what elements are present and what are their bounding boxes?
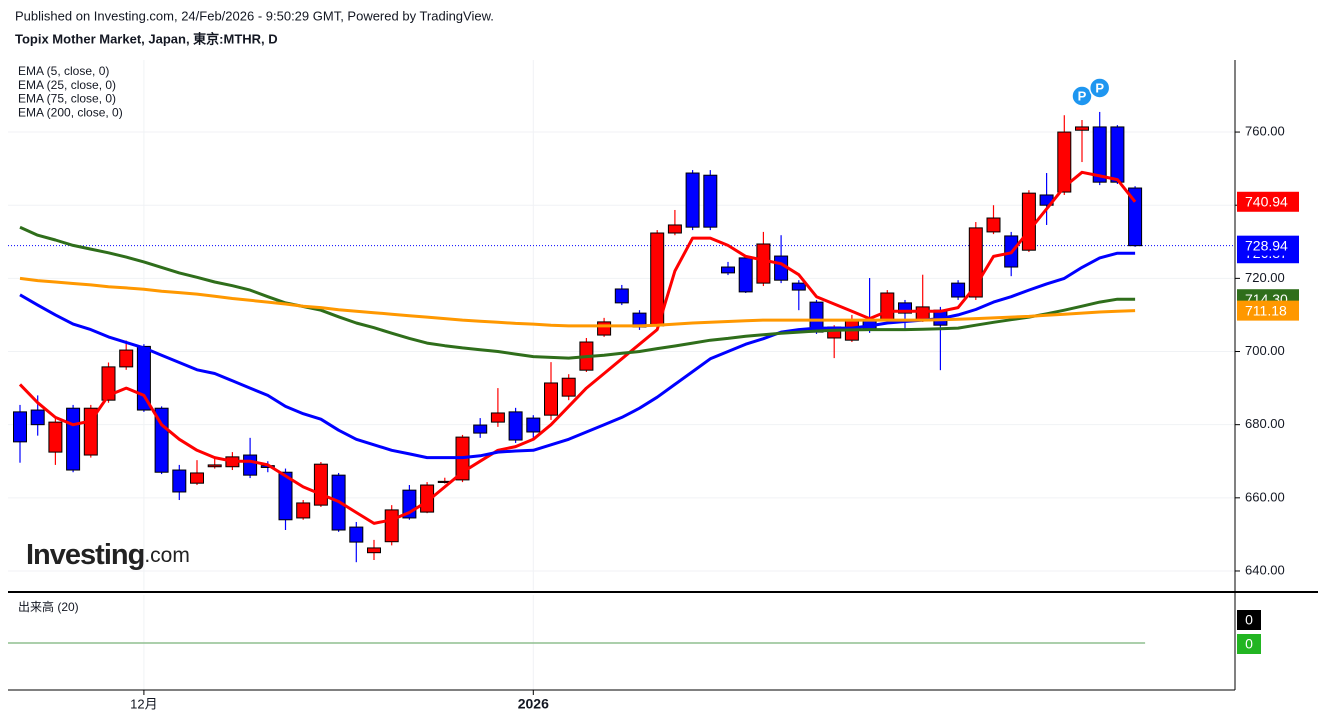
candle-body [490,412,505,423]
volume-label: 0 [1245,612,1253,628]
volume-label-box [1237,634,1261,654]
plot-area [8,60,1235,690]
candle-body [951,282,966,298]
y-tick-label: 640.00 [1245,562,1285,577]
candle-body [367,547,381,554]
candle-body [721,266,735,274]
candle-body [561,377,576,397]
candle-body [544,382,558,416]
volume-title: 出来高 (20) [18,599,79,614]
candle-body [1057,131,1072,193]
candle-body [313,463,328,506]
ema-line [19,225,1136,360]
candle-body [172,469,187,493]
candle-body [154,407,169,473]
marker-label: P [1095,80,1104,95]
ema-line [19,251,1136,460]
candle-body [667,224,682,234]
x-tick-label: 12月 [130,696,157,711]
price-label: 728.94 [1245,237,1288,253]
ema-line [18,170,1137,525]
candle-body [101,366,116,401]
candle-body [880,292,895,321]
candle-body [738,257,753,293]
x-tick-label: 2026 [518,696,549,712]
candle-body [756,243,771,284]
marker [1088,77,1111,99]
y-tick-label: 660.00 [1245,489,1285,504]
candle-body [703,174,718,228]
y-tick-label: 680.00 [1245,416,1285,431]
candle-body [119,349,134,368]
logo: Investing.com [26,539,190,571]
candle-body [243,454,258,476]
candle-body [30,409,45,426]
candle-body [526,417,541,433]
logo-suffix: .com [144,544,190,567]
candle-body [986,217,1001,233]
candle-body [66,407,81,471]
legend-entry: EMA (200, close, 0) [18,105,123,119]
candle-body [1128,187,1143,247]
candle-body [349,526,364,543]
candle-body [898,302,912,314]
candle-body [473,424,488,434]
candle-body [296,502,311,519]
price-label-box [1237,235,1299,256]
candle-body [278,471,293,521]
candle-body [207,464,222,468]
legend-entry: EMA (75, close, 0) [18,92,116,106]
candle-body [420,484,435,513]
ema-line [19,276,1136,328]
candle-body [597,321,612,336]
volume-label: 0 [1245,636,1253,652]
candle-body [1075,126,1089,131]
published-note: Published on Investing.com, 24/Feb/2026 … [15,8,494,23]
price-label: 711.18 [1245,302,1287,318]
candle-body [13,411,27,443]
marker-label: P [1078,88,1087,103]
candle-body [614,288,629,304]
price-label-box [1237,191,1299,212]
candle-body [1110,126,1125,183]
candle-body [1092,126,1107,183]
volume-label-box [1237,610,1261,630]
candle-body [508,411,523,441]
candle-body [384,509,399,543]
price-label: 740.94 [1245,193,1288,209]
price-label-box [1237,300,1299,321]
candle-body [190,472,204,484]
y-tick-label: 760.00 [1245,123,1285,138]
chart-title: Topix Mother Market, Japan, 東京:MTHR, D [15,31,278,46]
candle-body [791,282,806,291]
y-tick-label: 700.00 [1245,343,1285,358]
y-tick-label: 720.00 [1245,270,1285,285]
legend-entry: EMA (5, close, 0) [18,64,109,78]
candle-body [1021,192,1036,251]
logo-main: Investing [26,539,144,571]
legend-entry: EMA (25, close, 0) [18,78,116,92]
marker [1071,85,1093,107]
candle-body [83,407,98,456]
candle-body [915,306,930,321]
candle-body [685,172,700,228]
candle-body [48,421,63,453]
